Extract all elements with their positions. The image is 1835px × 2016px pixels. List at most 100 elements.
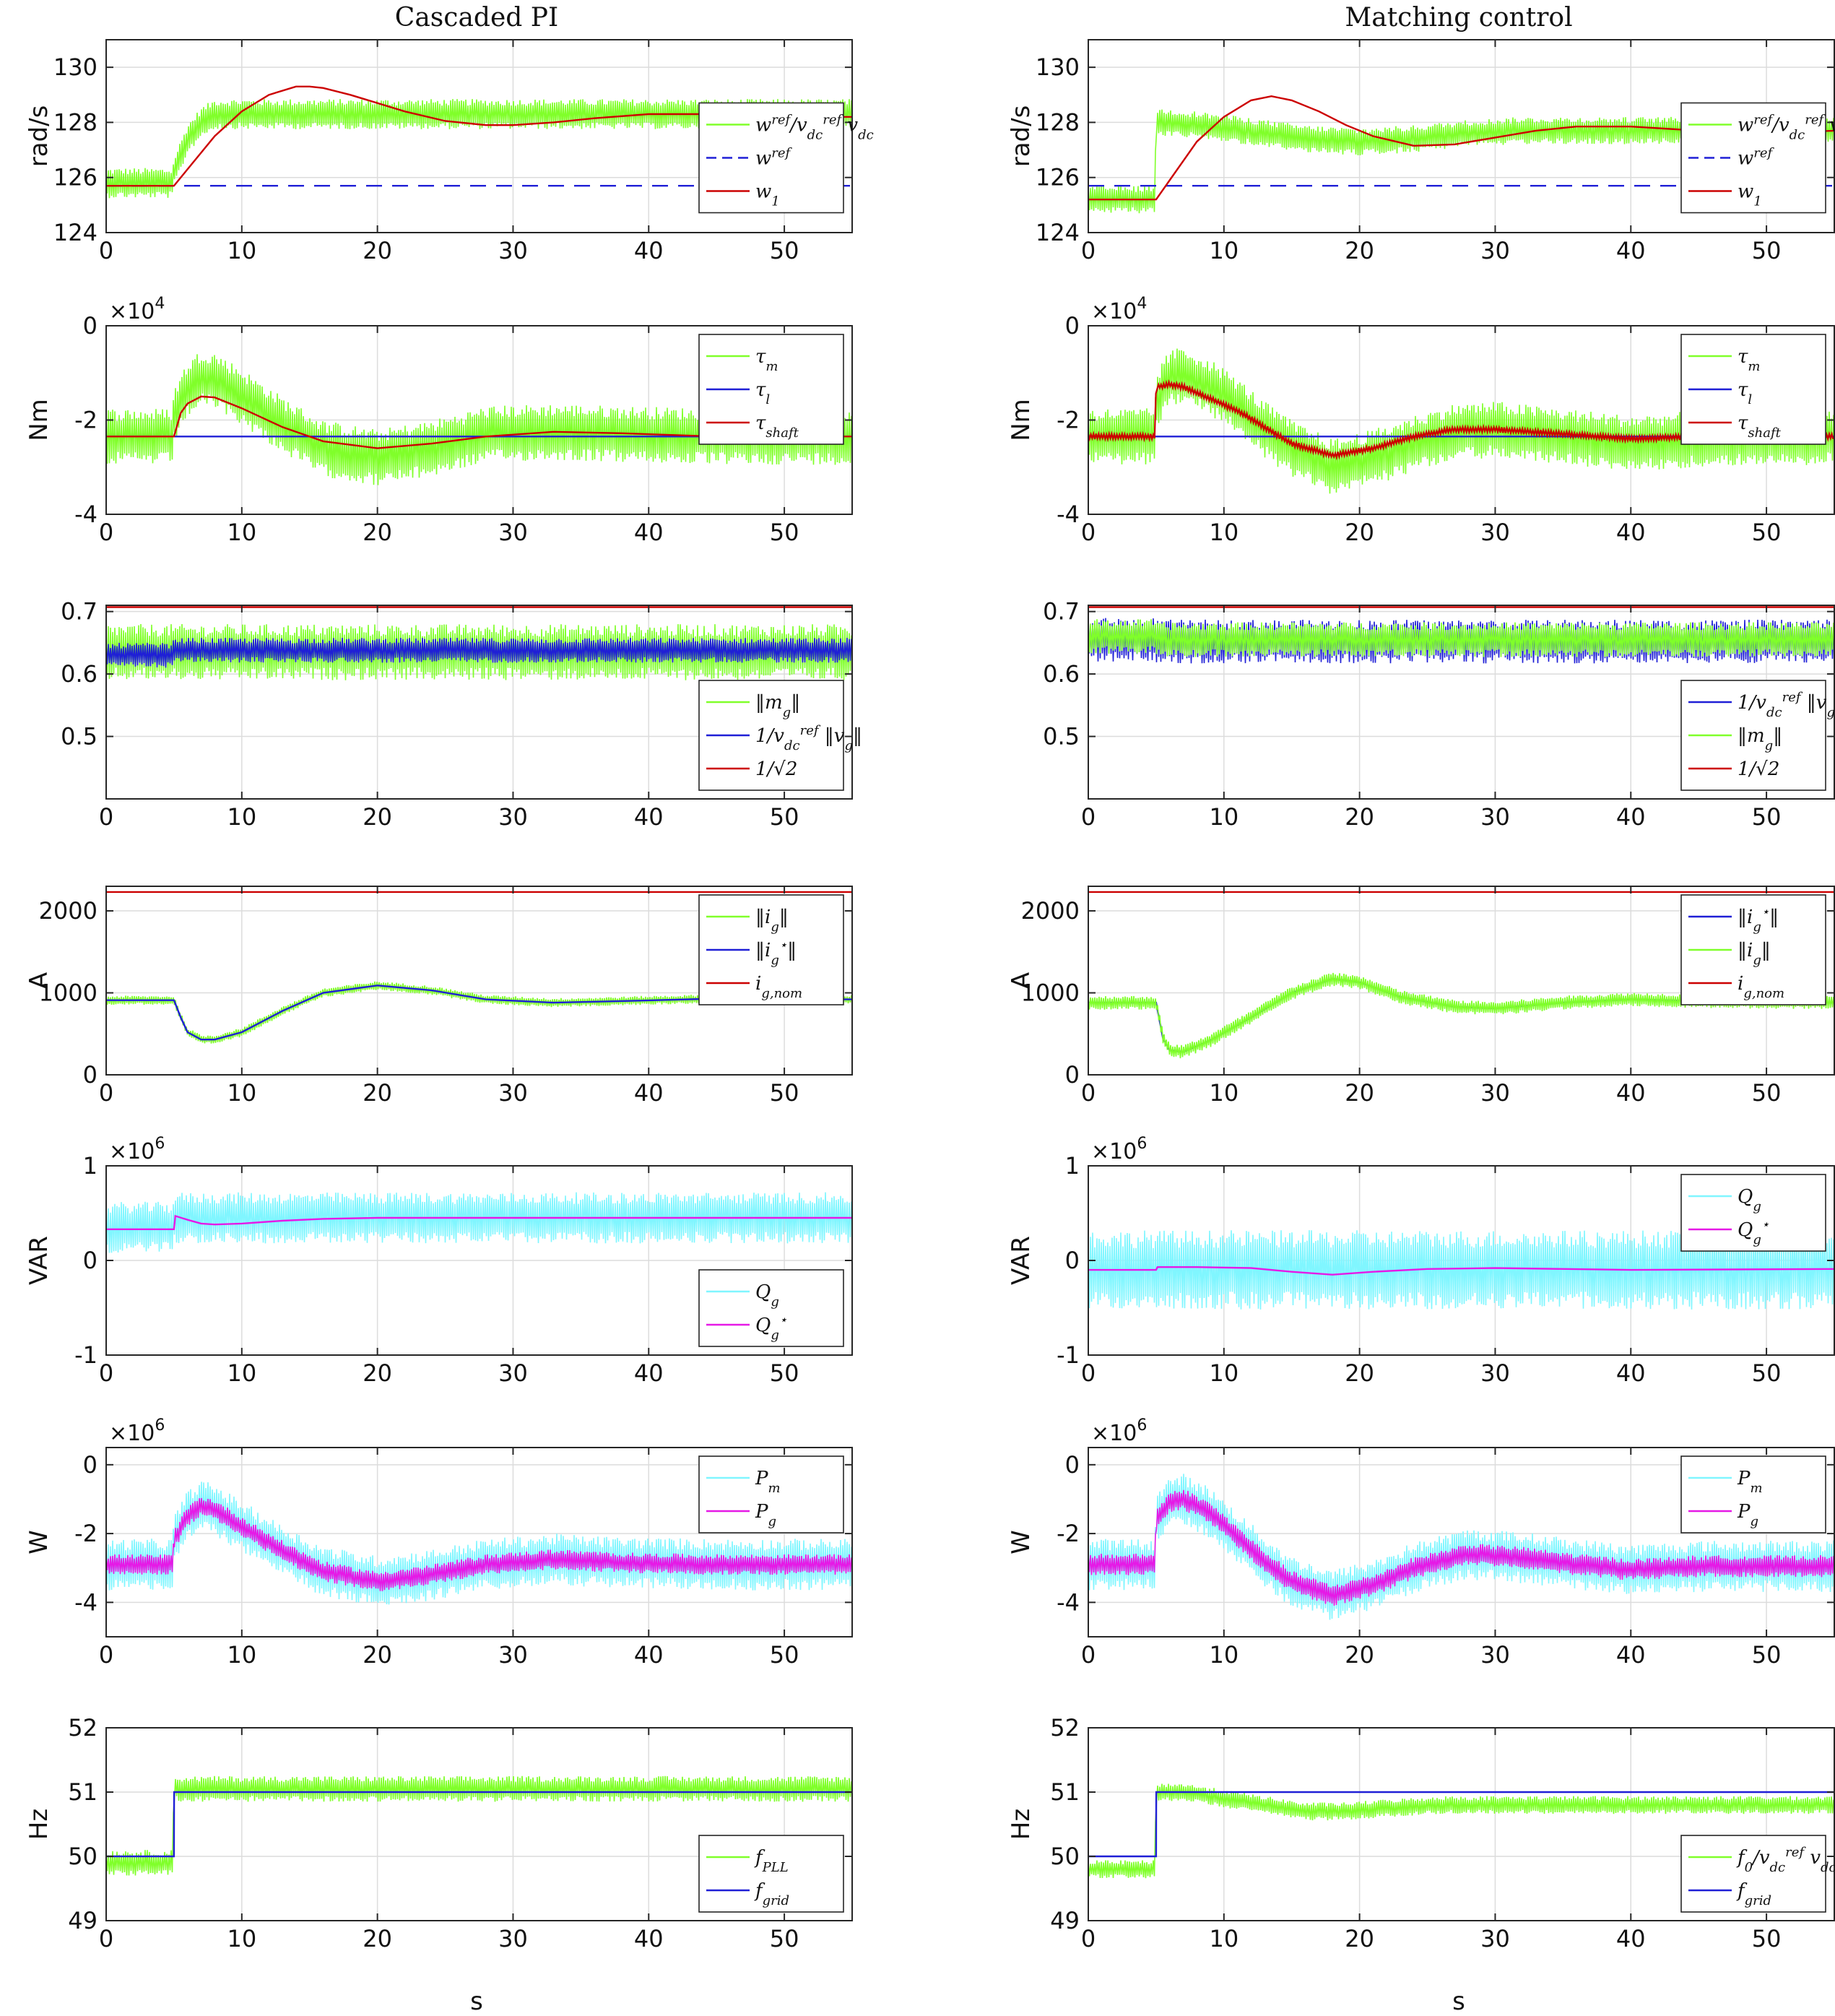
y-tick-label: 50	[68, 1843, 97, 1870]
y-tick-label: 126	[53, 164, 97, 191]
legend: Pm Pg	[1680, 1455, 1826, 1533]
y-axis-exponent: ×106	[109, 1416, 165, 1446]
plot-area	[1088, 1230, 1834, 1310]
x-tick-label: 10	[227, 1641, 256, 1669]
legend-label: τm	[1738, 346, 1760, 374]
x-tick-label: 50	[1752, 1641, 1782, 1669]
y-axis-exponent: ×106	[1091, 1135, 1147, 1164]
axes-box	[105, 1727, 853, 1921]
y-tick-label: 126	[1036, 164, 1080, 191]
x-tick-label: 50	[770, 237, 799, 264]
series-p-g	[106, 1497, 852, 1591]
y-tick-label: 50	[1050, 1843, 1080, 1870]
x-tick-label: 50	[1752, 1925, 1782, 1952]
axes-box	[1088, 39, 1835, 233]
panel-active_power-cascaded: 0 10 20 30 40 50 -4 -2 0 ×106 W Pm Pg	[25, 1416, 853, 1669]
x-tick-label: 50	[770, 1925, 799, 1952]
legend-label: 1/√2	[1738, 758, 1779, 780]
y-tick-label: 1	[1065, 1152, 1080, 1180]
legend: τm τl τshaft	[698, 334, 844, 445]
plot-area	[1088, 1783, 1834, 1879]
y-tick-label: 0.7	[1043, 598, 1080, 626]
x-tick-label: 20	[363, 1359, 392, 1387]
y-tick-label: 0.7	[61, 598, 97, 626]
x-tick-label: 30	[1480, 803, 1510, 831]
x-tick-label: 10	[1209, 1641, 1238, 1669]
x-tick-label: 40	[634, 1925, 664, 1952]
series-f-grid	[1088, 1791, 1834, 1858]
x-tick-label: 30	[498, 803, 528, 831]
x-tick-label: 0	[1081, 1641, 1096, 1669]
legend-label: ‖mg‖	[755, 692, 800, 720]
legend: wref/vdcref vdc wref w1	[698, 102, 874, 214]
x-tick-label: 10	[1209, 519, 1238, 546]
panel-modulation-cascaded: 0 10 20 30 40 50 0.5 0.6 0.7 ‖mg‖ 1/vdcref ‖vg‖ 1/√…	[61, 598, 862, 831]
x-tick-label: 30	[498, 1641, 528, 1669]
y-tick-label: 2000	[39, 897, 97, 925]
legend-label: ig,nom	[755, 973, 802, 1001]
panel-active_power-matching: 0 10 20 30 40 50 -4 -2 0 ×106 W Pm Pg	[1007, 1416, 1835, 1669]
y-tick-label: -2	[1057, 407, 1080, 434]
legend-label: Qg	[755, 1281, 779, 1310]
y-tick-label: 0	[83, 1061, 97, 1089]
series-f-0-v-dc-ref-v-dc	[1088, 1783, 1834, 1879]
x-tick-label: 40	[1616, 1925, 1646, 1952]
y-tick-label: 128	[53, 108, 97, 136]
x-tick-label: 40	[634, 237, 664, 264]
x-tick-label: 0	[99, 1641, 113, 1669]
y-tick-label: 130	[1036, 53, 1080, 81]
y-tick-label: 0.5	[61, 723, 97, 750]
series-1-v-dc-ref-v-g	[106, 637, 852, 668]
legend-label: Pg	[1737, 1501, 1758, 1529]
series-w-1	[1088, 95, 1834, 201]
x-tick-label: 50	[1752, 237, 1782, 264]
legend-label: τshaft	[1738, 412, 1782, 441]
y-tick-label: 0	[83, 1247, 97, 1274]
legend-box	[698, 1835, 844, 1913]
x-tick-label: 10	[227, 803, 256, 831]
axes-box	[1088, 605, 1835, 800]
x-tick-label: 0	[1081, 519, 1096, 546]
y-axis-label: VAR	[1007, 1236, 1036, 1285]
y-tick-label: 52	[1050, 1714, 1080, 1742]
y-axis-label: Hz	[25, 1809, 53, 1840]
x-tick-label: 50	[1752, 1359, 1782, 1387]
legend: ‖ig⋆‖ ‖ig‖ ig,nom	[1680, 894, 1826, 1005]
x-tick-label: 40	[1616, 519, 1646, 546]
series-m	[1088, 348, 1834, 494]
legend-label: τl	[755, 379, 770, 407]
y-axis-label: rad/s	[1007, 105, 1036, 168]
legend-label: Pg	[755, 1501, 776, 1529]
y-tick-label: -4	[74, 1588, 97, 1616]
legend-label: ‖ig⋆‖	[1738, 904, 1779, 935]
x-tick-label: 20	[363, 1925, 392, 1952]
axes-box	[1088, 1727, 1835, 1921]
y-tick-label: 51	[68, 1778, 97, 1806]
y-tick-label: 0	[83, 1451, 97, 1479]
x-tick-label: 40	[1616, 237, 1646, 264]
x-tick-label: 40	[1616, 803, 1646, 831]
y-axis-exponent: ×106	[1091, 1416, 1147, 1446]
panel-torque-cascaded: 0 10 20 30 40 50 -4 -2 0 ×104 Nm τm τl τshaft	[25, 295, 853, 546]
y-tick-label: 0	[1065, 1451, 1080, 1479]
plot-area	[106, 1481, 852, 1605]
x-tick-label: 30	[498, 519, 528, 546]
legend-label: 1/vdcref ‖vg‖	[755, 723, 862, 753]
x-tick-label: 10	[1209, 1079, 1238, 1107]
panel-modulation-matching: 0 10 20 30 40 50 0.5 0.6 0.7 1/vdcref ‖vg‖ ‖mg‖ 1/√…	[1043, 598, 1835, 831]
legend-label: w1	[755, 181, 780, 209]
x-tick-label: 30	[1480, 519, 1510, 546]
x-tick-label: 20	[363, 1641, 392, 1669]
x-tick-label: 0	[1081, 1079, 1096, 1107]
x-tick-label: 20	[1345, 1359, 1374, 1387]
legend: ‖ig‖ ‖ig⋆‖ ig,nom	[698, 894, 844, 1005]
x-tick-label: 40	[1616, 1359, 1646, 1387]
series-w-1	[106, 85, 852, 187]
